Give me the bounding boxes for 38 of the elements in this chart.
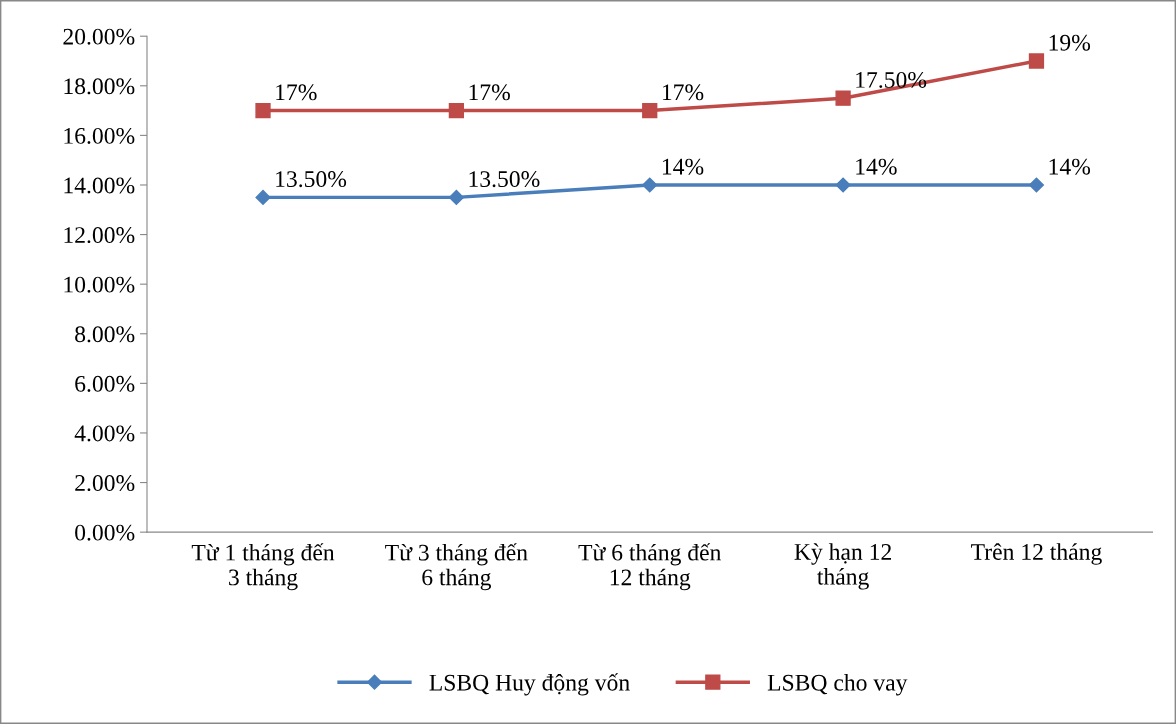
legend-label: LSBQ cho vay — [767, 674, 908, 696]
point — [255, 189, 271, 205]
data-label: 19% — [1049, 34, 1091, 51]
point — [1028, 177, 1045, 193]
x-tick-label: Từ 6 tháng đến 12 tháng — [578, 543, 722, 591]
y-tick-label: 2.00% — [75, 475, 135, 492]
point — [448, 102, 465, 119]
point — [448, 189, 464, 205]
data-label: 14% — [662, 158, 704, 175]
y-tick-label: 20.00% — [63, 28, 135, 45]
x-tick-label: Từ 1 tháng đến 3 tháng — [191, 543, 335, 591]
x-tick-label: Kỳ hạn 12 tháng — [794, 543, 891, 590]
y-tick-label: 18.00% — [64, 78, 135, 95]
y-tick-label: 12.00% — [64, 227, 135, 244]
data-label: 17% — [276, 84, 317, 101]
data-label: 13.50% — [469, 171, 540, 188]
x-tick-label: Từ 3 tháng đến 6 tháng — [385, 543, 528, 591]
y-tick-label: 6.00% — [75, 375, 135, 392]
data-label: 14% — [1049, 158, 1091, 175]
point — [835, 90, 851, 106]
data-label: 17% — [469, 84, 510, 101]
point — [835, 177, 851, 193]
data-label: 13.50% — [276, 171, 347, 188]
point — [1028, 53, 1045, 69]
y-tick-label: 16.00% — [64, 127, 135, 144]
y-tick-label: 14.00% — [64, 177, 135, 194]
data-label: 17.50% — [856, 71, 927, 88]
y-tick-label: 10.00% — [64, 276, 135, 293]
data-label: 17% — [662, 84, 704, 101]
y-tick-label: 4.00% — [74, 425, 135, 442]
point — [255, 102, 271, 119]
data-label: 14% — [856, 158, 897, 175]
point — [642, 102, 658, 119]
y-tick-label: 0.00% — [75, 524, 135, 541]
point — [642, 177, 658, 193]
legend-label: LSBQ Huy động vốn — [429, 673, 630, 696]
x-tick-label: Trên 12 tháng — [971, 543, 1102, 565]
y-tick-label: 8.00% — [75, 326, 135, 343]
